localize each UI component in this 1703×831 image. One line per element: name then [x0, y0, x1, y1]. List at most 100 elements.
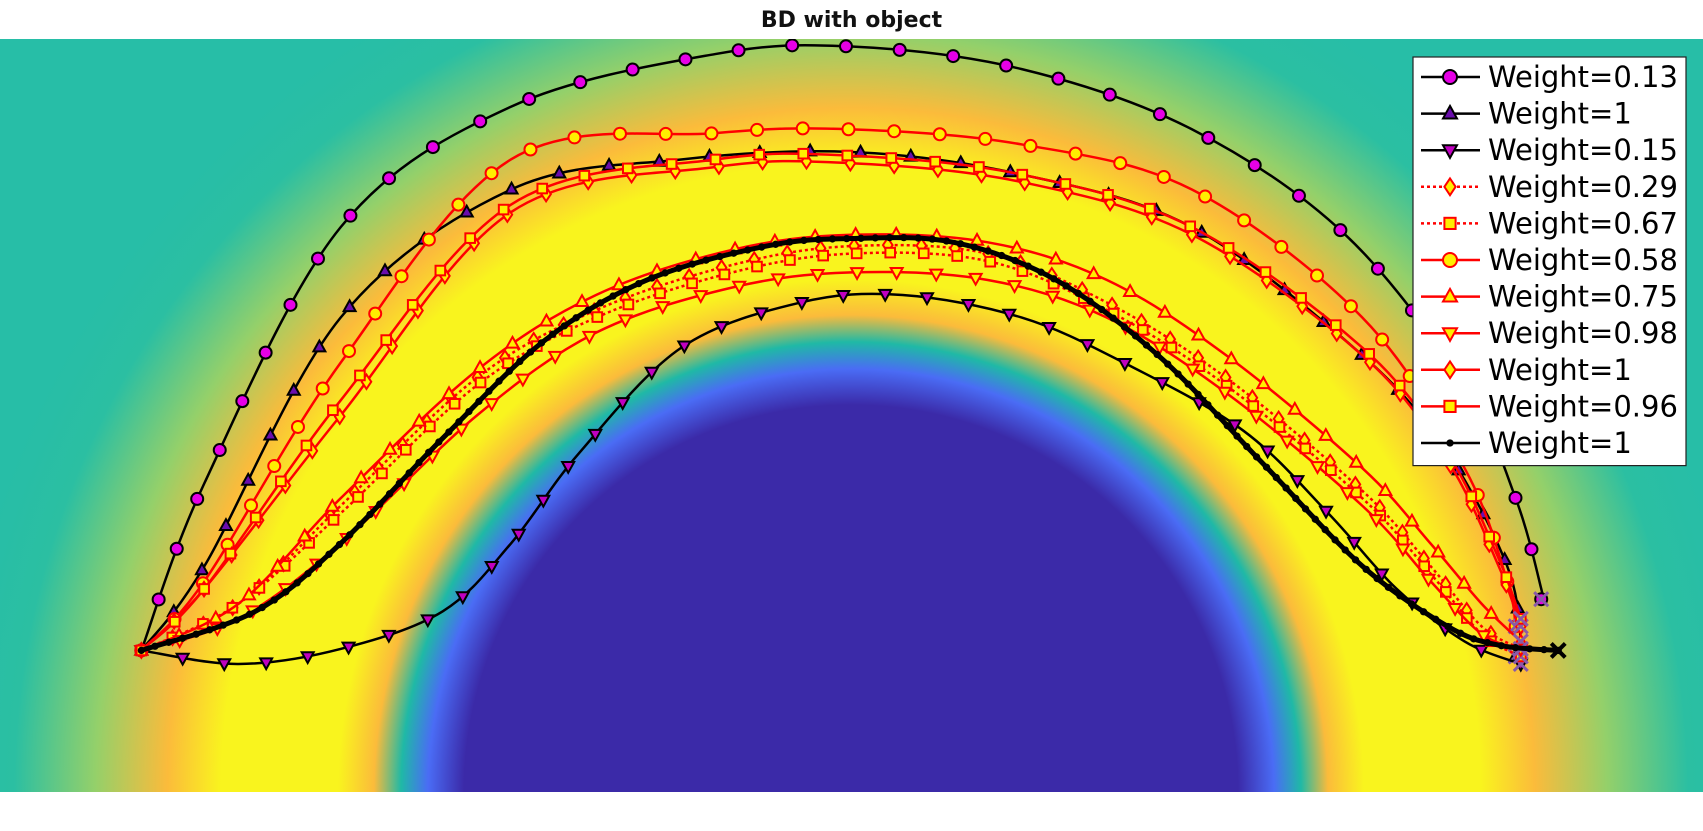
legend-item: Weight=0.75	[1421, 280, 1678, 314]
data-point	[1363, 348, 1375, 360]
data-point	[951, 250, 963, 262]
legend-swatch-marker	[1443, 176, 1457, 198]
data-point	[536, 182, 549, 195]
data-point	[622, 285, 630, 294]
data-point	[1113, 156, 1128, 171]
data-point	[342, 344, 357, 359]
data-point	[596, 299, 605, 307]
data-point	[1201, 130, 1216, 145]
data-point	[380, 334, 393, 346]
data-point	[1082, 304, 1098, 319]
data-point	[310, 251, 325, 266]
data-point	[622, 298, 635, 311]
data-point	[208, 609, 224, 624]
data-point	[770, 273, 786, 288]
data-point	[1465, 490, 1478, 503]
data-point	[235, 394, 250, 409]
data-point	[1373, 574, 1381, 583]
data-point	[1243, 442, 1251, 451]
data-point	[1473, 644, 1489, 659]
data-point	[1456, 629, 1465, 637]
data-point	[1418, 560, 1430, 573]
data-point	[1190, 326, 1207, 341]
data-point	[655, 301, 671, 315]
data-point	[1508, 490, 1523, 505]
legend-label: Weight=1	[1488, 353, 1632, 387]
data-point	[750, 122, 765, 137]
legend-item: Weight=0.98	[1421, 316, 1678, 350]
data-point	[1456, 574, 1472, 589]
legend-label: Weight=1	[1488, 97, 1632, 131]
data-point	[731, 280, 747, 295]
data-point	[1374, 568, 1390, 583]
data-point	[929, 155, 941, 168]
data-point	[1273, 421, 1286, 433]
data-point	[194, 561, 210, 576]
data-point	[192, 630, 200, 638]
data-point	[311, 338, 328, 353]
data-point	[1292, 494, 1300, 503]
data-point	[1117, 358, 1133, 372]
data-point	[617, 314, 634, 329]
data-point	[395, 479, 404, 488]
data-point	[841, 149, 854, 162]
data-point	[609, 292, 617, 300]
data-point	[978, 131, 993, 146]
data-point	[1079, 339, 1096, 353]
data-point	[244, 498, 259, 513]
data-point	[572, 314, 580, 322]
data-point	[1184, 363, 1201, 378]
data-point	[451, 197, 466, 212]
data-point	[282, 588, 290, 596]
data-point	[560, 322, 568, 330]
data-point	[1037, 268, 1045, 276]
data-point	[1262, 463, 1271, 471]
data-point	[341, 298, 358, 313]
data-point	[269, 557, 286, 572]
data-point	[1184, 220, 1197, 233]
data-point	[1109, 314, 1117, 322]
data-point	[1009, 239, 1025, 254]
data-point	[415, 458, 423, 467]
data-point	[900, 233, 908, 242]
data-point	[262, 426, 279, 441]
data-point	[1098, 305, 1106, 314]
data-point	[702, 256, 710, 264]
data-point	[258, 345, 273, 360]
data-point	[885, 152, 898, 164]
data-point	[253, 582, 266, 594]
data-point	[218, 517, 234, 531]
data-point	[483, 398, 500, 412]
data-point	[1540, 645, 1548, 654]
legend-swatch-marker	[1446, 439, 1454, 447]
data-point	[445, 428, 453, 436]
data-point	[885, 233, 894, 242]
data-point	[1152, 107, 1167, 122]
legend-swatch-marker	[1442, 69, 1458, 85]
data-point	[411, 412, 427, 427]
data-point	[1331, 536, 1339, 544]
data-point	[1050, 275, 1058, 283]
data-point	[718, 268, 731, 281]
data-point	[455, 591, 471, 606]
data-point	[1227, 419, 1243, 434]
series-11	[137, 233, 1567, 659]
data-point	[797, 147, 810, 160]
data-point	[198, 583, 210, 595]
data-point	[1279, 435, 1295, 450]
data-point	[1483, 530, 1496, 543]
data-point	[914, 234, 922, 242]
data-point	[511, 528, 527, 543]
data-point	[611, 276, 627, 291]
data-point	[967, 272, 984, 287]
data-point	[1362, 565, 1370, 574]
series-line	[140, 243, 1522, 652]
data-point	[665, 158, 678, 170]
data-point	[1329, 319, 1342, 331]
data-point	[366, 510, 374, 519]
data-point	[693, 290, 709, 304]
data-point	[465, 407, 473, 416]
data-point	[435, 438, 443, 446]
data-point	[377, 262, 393, 277]
data-point	[753, 307, 769, 322]
